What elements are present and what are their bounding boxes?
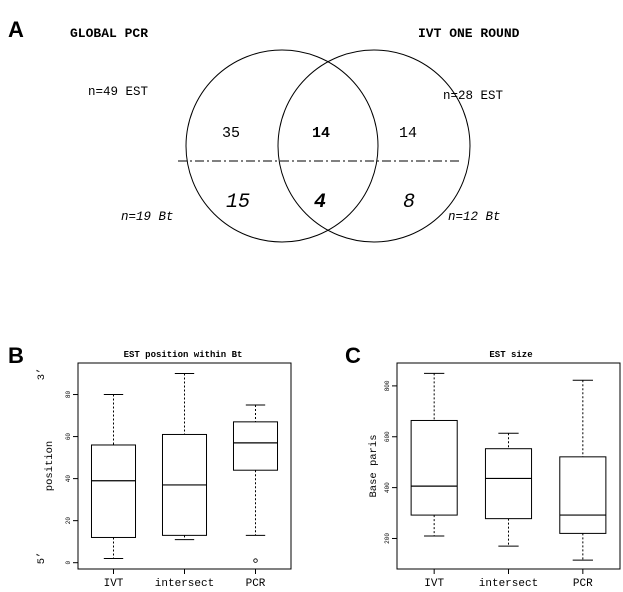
plot-1-box bbox=[410, 419, 458, 516]
plot-0-y-tick-label: 20 bbox=[65, 517, 72, 525]
plot-1-y-tick-label: 400 bbox=[384, 482, 391, 493]
venn-left-bt-label: n=19 Bt bbox=[121, 210, 174, 224]
panel-a-letter: A bbox=[8, 17, 24, 42]
venn-right-est-label: n=28 EST bbox=[443, 89, 504, 103]
plot-0-category-label: intersect bbox=[155, 578, 214, 590]
plot-c-y-axis-label: Base paris bbox=[368, 434, 380, 497]
venn-left-circle bbox=[185, 49, 379, 243]
box-plot-est-size: EST size Base paris 200 400 600 800 IVT inter… bbox=[368, 350, 621, 590]
venn-bt-left-only: 15 bbox=[226, 191, 250, 214]
venn-left-title: GLOBAL PCR bbox=[70, 26, 148, 41]
venn-left-est-label: n=49 EST bbox=[88, 85, 149, 99]
venn-bt-right-only: 8 bbox=[403, 191, 415, 214]
plot-0-outlier-point bbox=[253, 558, 258, 563]
plot-0-y-tick-label: 0 bbox=[65, 560, 72, 564]
plot-0-y-tick-label: 40 bbox=[65, 475, 72, 483]
plot-1-y-tick-label: 200 bbox=[384, 533, 391, 544]
venn-diagram bbox=[178, 49, 471, 243]
panel-c-letter: C bbox=[345, 343, 361, 368]
plot-b-title: EST position within Bt bbox=[124, 350, 243, 360]
venn-est-left-only: 35 bbox=[222, 125, 240, 142]
plot-b-y-axis-label: position bbox=[44, 441, 56, 491]
plot-0-y-tick-label: 80 bbox=[65, 391, 72, 399]
plot-1-y-tick-label: 800 bbox=[384, 380, 391, 391]
plot-1-box bbox=[559, 456, 607, 534]
plot-0-box bbox=[90, 444, 137, 538]
plot-1-box bbox=[484, 448, 533, 520]
box-plot-est-position: EST position within Bt position 3’ 5’ 0 2… bbox=[36, 350, 292, 590]
venn-right-bt-label: n=12 Bt bbox=[448, 210, 501, 224]
plot-1-category-label: intersect bbox=[479, 578, 538, 590]
plot-0-y-tick-label: 60 bbox=[65, 433, 72, 441]
plot-0-category-label: PCR bbox=[246, 578, 266, 590]
plot-1-category-label: IVT bbox=[424, 578, 444, 590]
plot-1-category-label: PCR bbox=[573, 578, 593, 590]
plot-0-box bbox=[232, 421, 279, 471]
plot-1-y-tick-label: 600 bbox=[384, 431, 391, 442]
plot-b-bottom-end-label: 5’ bbox=[36, 552, 48, 565]
venn-est-right-only: 14 bbox=[399, 125, 417, 142]
venn-right-title: IVT ONE ROUND bbox=[418, 26, 520, 41]
plot-0-category-label: IVT bbox=[104, 578, 124, 590]
plot-b-top-end-label: 3’ bbox=[36, 368, 48, 381]
venn-est-both: 14 bbox=[312, 125, 330, 142]
panel-b-letter: B bbox=[8, 343, 24, 368]
plot-c-title: EST size bbox=[489, 350, 532, 360]
venn-bt-both: 4 bbox=[314, 191, 326, 214]
venn-right-circle bbox=[277, 49, 471, 243]
